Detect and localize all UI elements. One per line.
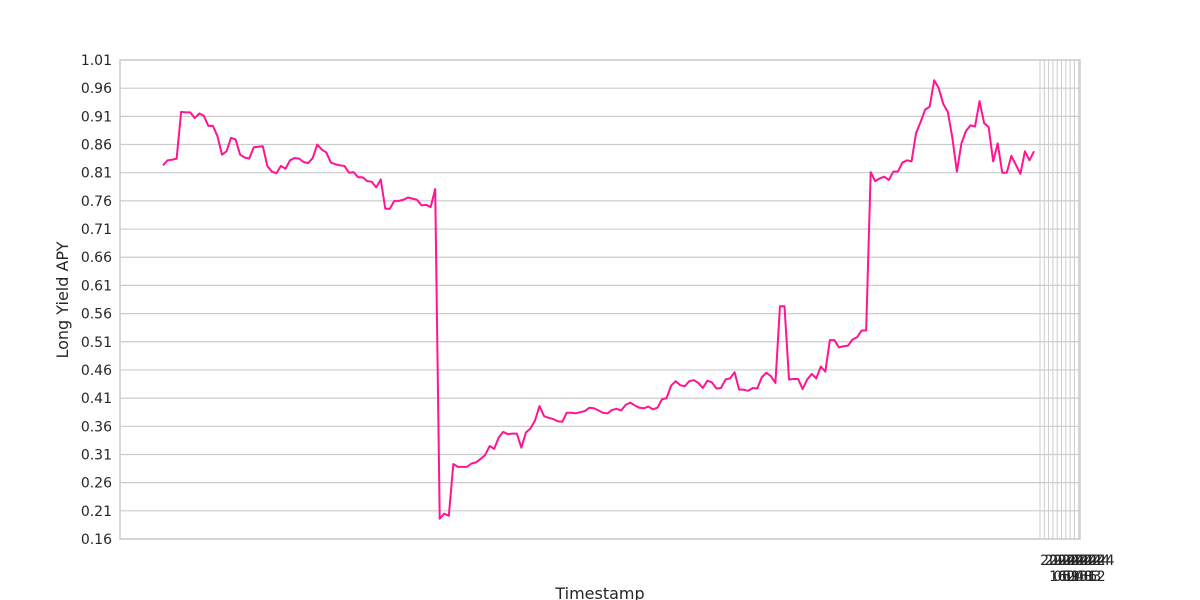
x-tick-label-year: 2024 <box>1040 553 1076 569</box>
y-tick-label: 0.26 <box>81 476 112 492</box>
y-tick-label: 0.36 <box>81 419 112 435</box>
y-tick-label: 0.71 <box>81 222 112 238</box>
y-tick-label: 0.51 <box>81 335 112 351</box>
x-tick-label-day: 13 <box>1071 569 1089 585</box>
x-tick-label-day: 08 <box>1075 569 1093 585</box>
x-tick-label-year: 2024 <box>1057 553 1093 569</box>
x-tick-label-year: 2024 <box>1070 553 1106 569</box>
x-tick-label-year: 2024 <box>1079 553 1115 569</box>
x-tick-label-day: 12 <box>1088 569 1106 585</box>
y-tick-label: 1.01 <box>81 53 112 69</box>
grid-lines <box>120 59 1080 540</box>
y-tick-label: 0.41 <box>81 391 112 407</box>
x-tick-label-year: 2024 <box>1075 553 1111 569</box>
x-grid-lines <box>1039 60 1080 539</box>
y-tick-label: 0.86 <box>81 138 112 154</box>
y-tick-label: 0.66 <box>81 250 112 266</box>
x-tick-label-day: 04 <box>1066 569 1084 585</box>
x-tick-label-day: 02 <box>1058 569 1076 585</box>
y-tick-label: 0.91 <box>81 109 112 125</box>
y-tick-label: 0.46 <box>81 363 112 379</box>
y-tick-label: 0.21 <box>81 504 112 520</box>
x-tick-label-day: 09 <box>1062 569 1080 585</box>
y-tick-labels: 0.16 0.21 0.26 0.31 0.36 0.41 0.46 0.51 0.56 0.61… <box>81 53 112 548</box>
y-tick-label: 0.81 <box>81 166 112 182</box>
x-tick-label-day: 16 <box>1049 569 1067 585</box>
x-tick-label-year: 2024 <box>1049 553 1085 569</box>
x-tick-label-year: 2024 <box>1066 553 1102 569</box>
x-tick-label-day: 03 <box>1083 569 1101 585</box>
x-tick-label-day: 06 <box>1079 569 1097 585</box>
y-tick-label: 0.16 <box>81 532 112 548</box>
y-tick-label: 0.96 <box>81 81 112 97</box>
series-line <box>162 79 1035 520</box>
plot-frame <box>119 59 1081 540</box>
x-tick-labels: 2024162024052024022024092024042024132024… <box>1040 553 1114 585</box>
y-tick-label: 0.56 <box>81 307 112 323</box>
x-axis-title: Timestamp <box>554 584 644 600</box>
y-tick-label: 0.61 <box>81 278 112 294</box>
y-tick-label: 0.76 <box>81 194 112 210</box>
x-tick-label-year: 2024 <box>1053 553 1089 569</box>
y-tick-label: 0.31 <box>81 447 112 463</box>
x-tick-label-year: 2024 <box>1062 553 1098 569</box>
y-axis-title: Long Yield APY <box>53 241 72 358</box>
x-tick-label-year: 2024 <box>1044 553 1080 569</box>
x-tick-label-day: 05 <box>1053 569 1071 585</box>
